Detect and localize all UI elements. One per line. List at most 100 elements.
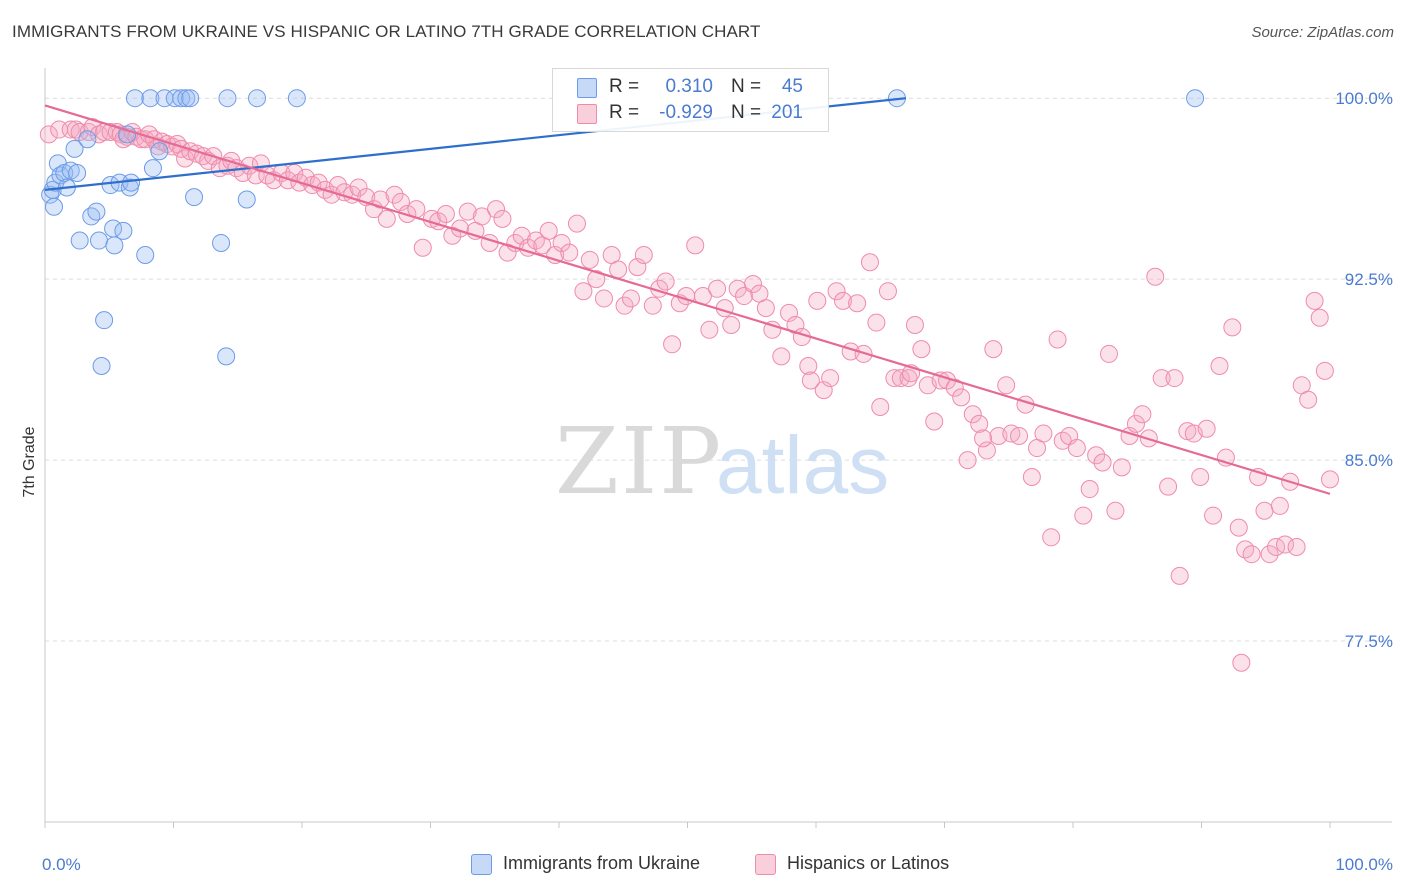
legend-r-value: 0.310 [665,76,713,97]
hispanic-point [472,207,491,226]
hispanic-point [1074,506,1093,525]
hispanic-point [925,412,944,431]
hispanic-point [634,246,653,265]
ukraine-point [105,236,124,255]
hispanic-point [1010,426,1029,445]
ukraine-point [141,89,160,108]
y-tick-label: 85.0% [1345,451,1393,470]
hispanic-point [1223,318,1242,337]
ukraine-point [92,357,111,375]
ukraine-point [65,139,84,158]
hispanic-point [708,279,727,298]
hispanic-point [878,282,897,301]
watermark: ZIP atlas [555,408,889,515]
ukraine-points [41,89,1205,375]
ukraine-point [150,142,169,161]
ukraine-point [177,89,196,108]
hispanic-point [756,299,775,318]
hispanic-point [594,289,613,308]
hispanic-point [945,378,964,397]
hispanic-point [977,441,996,460]
grid-lines [45,97,1392,642]
hispanic-point [587,270,606,289]
y-tick-label: 100.0% [1335,89,1393,108]
hispanic-point [364,200,383,219]
ukraine-point [87,202,106,221]
hispanic-point [1048,330,1067,349]
ukraine-point [287,89,306,108]
ukraine-point [248,89,267,108]
hispanic-point [615,296,634,315]
hispanic-point [539,221,558,240]
legend-swatch-ukraine [577,78,597,98]
y-tick-labels: 77.5% 85.0% 92.5% 100.0% [1335,89,1393,651]
hispanic-point [1229,518,1248,537]
hispanic-point [860,253,879,272]
hispanic-point [621,289,640,308]
legend-n-label: N = [731,76,762,97]
hispanic-point [997,376,1016,395]
hispanic-point [772,347,791,366]
hispanic-point [1197,419,1216,438]
legend-r-label: R = [609,76,640,97]
hispanic-point [952,388,971,407]
hispanic-point [1042,528,1061,547]
ukraine-point [237,190,256,209]
hispanic-point [89,125,108,144]
hispanic-point [833,291,852,310]
hispanic-point [487,200,506,219]
hispanic-point [39,125,58,144]
legend-n-value: 45 [781,76,803,97]
hispanic-point [974,429,993,448]
hispanic-point [567,214,586,233]
hispanic-point [1067,439,1086,458]
hispanic-point [1112,458,1131,477]
hispanic-point [808,291,827,310]
hispanic-point [436,205,455,223]
hispanic-point [1093,453,1112,472]
hispanic-point [560,243,579,262]
legend-swatch-hispanic [755,854,776,875]
hispanic-point [1204,506,1223,525]
hispanic-point [349,178,368,197]
x-tick-label: 100.0% [1335,855,1393,874]
source-note: Source: ZipAtlas.com [1251,24,1394,41]
ukraine-point [44,197,63,216]
x-tick-labels: 0.0% 100.0% [42,855,1393,874]
hispanic-point [443,226,462,245]
ukraine-point [1186,89,1205,108]
hispanic-point [827,282,846,301]
x-tick-label: 0.0% [42,855,81,874]
hispanic-point [1106,501,1125,520]
legend-label-hispanic: Hispanics or Latinos [787,853,950,873]
hispanic-point [1210,357,1229,375]
ukraine-point [68,163,87,182]
hispanic-point [498,243,517,262]
hispanic-point [970,414,989,433]
ukraine-point [185,188,204,207]
hispanic-point [458,202,477,221]
hispanic-point [1022,467,1041,486]
ukraine-point [70,231,89,250]
hispanic-point [656,272,675,291]
hispanic-point [385,185,404,204]
hispanic-point [1305,291,1324,310]
hispanic-point [1242,545,1261,564]
hispanic-point [580,250,599,269]
legend-swatch-ukraine [471,854,492,875]
chart-title: IMMIGRANTS FROM UKRAINE VS HISPANIC OR L… [12,22,761,41]
hispanic-point [700,320,719,339]
hispanic-point [1299,390,1318,409]
hispanic-point [899,369,918,388]
legend-row-ukraine: R = 0.310 N = 45 [553,74,828,100]
hispanic-point [722,315,741,334]
hispanic-point [891,369,910,388]
ukraine-point [181,89,200,108]
y-tick-label: 77.5% [1345,632,1393,651]
hispanic-point [963,405,982,424]
hispanic-point [744,274,763,293]
hispanic-point [1133,405,1152,424]
hispanic-point [931,371,950,390]
hispanic-point [371,190,390,209]
